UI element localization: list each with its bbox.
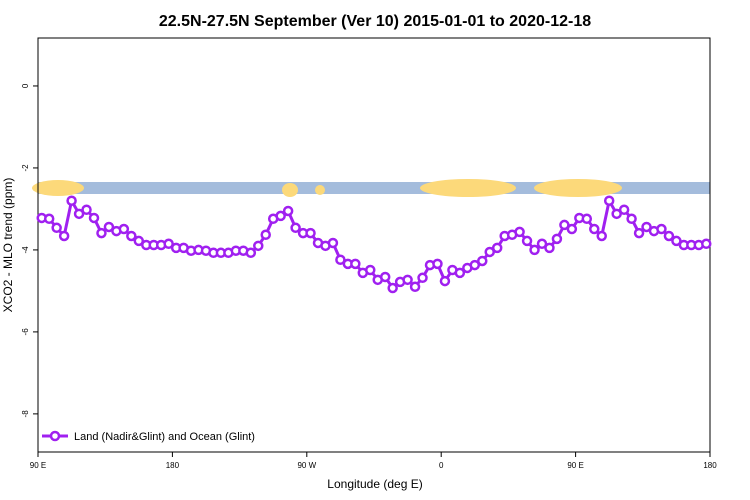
- y-tick-label: -4: [21, 246, 30, 254]
- point: [701, 238, 712, 250]
- point: [305, 227, 316, 239]
- point: [417, 272, 428, 284]
- point: [103, 221, 115, 233]
- point: [290, 222, 301, 234]
- point: [402, 274, 413, 286]
- point: [544, 242, 555, 254]
- point: [88, 212, 100, 224]
- map-strip: [32, 179, 710, 197]
- point: [581, 213, 593, 225]
- point: [51, 222, 62, 234]
- x-tick-label: 180: [703, 461, 717, 470]
- point: [282, 205, 294, 217]
- point: [387, 282, 398, 294]
- point: [611, 208, 622, 220]
- point: [350, 258, 361, 270]
- point: [603, 195, 615, 206]
- point: [432, 258, 443, 270]
- x-tick-label: 90 E: [30, 461, 46, 470]
- y-tick-label: -2: [21, 164, 30, 172]
- point: [656, 223, 667, 235]
- x-tick-label: 90 E: [567, 461, 583, 470]
- point: [439, 275, 451, 287]
- point: [275, 210, 286, 222]
- point: [589, 223, 600, 235]
- point: [633, 227, 645, 239]
- y-tick-label: 0: [21, 83, 30, 88]
- point: [618, 204, 630, 215]
- point: [559, 219, 570, 231]
- x-tick-label: 90 W: [297, 461, 316, 470]
- point: [73, 208, 85, 220]
- point: [469, 259, 481, 271]
- point: [66, 195, 77, 206]
- x-axis-label: Longitude (deg E): [327, 477, 422, 491]
- point: [663, 230, 675, 242]
- point: [335, 254, 346, 266]
- point: [477, 255, 488, 267]
- point: [671, 235, 682, 247]
- x-tick-label: 180: [166, 461, 180, 470]
- point: [118, 223, 130, 235]
- point: [596, 230, 607, 242]
- point: [58, 230, 70, 242]
- point: [133, 235, 145, 247]
- y-axis-label: XCO2 - MLO trend (ppm): [1, 178, 15, 313]
- x-tick-label: 0: [439, 461, 444, 470]
- point: [484, 246, 495, 258]
- y-tick-label: -6: [21, 328, 30, 336]
- point: [245, 247, 257, 259]
- point: [43, 213, 55, 225]
- y-tick-label: -8: [21, 410, 30, 418]
- point: [365, 264, 376, 276]
- point: [260, 229, 271, 241]
- point: [126, 230, 137, 242]
- point: [626, 213, 637, 225]
- point: [409, 281, 421, 293]
- point: [566, 223, 578, 235]
- legend: Land (Nadir&Glint) and Ocean (Glint): [42, 430, 255, 443]
- point: [514, 226, 525, 238]
- point: [536, 238, 548, 250]
- point: [551, 233, 563, 245]
- point: [81, 204, 92, 215]
- point: [379, 271, 391, 283]
- legend-label: Land (Nadir&Glint) and Ocean (Glint): [74, 431, 255, 443]
- point: [454, 267, 466, 279]
- point: [96, 227, 107, 239]
- point: [521, 235, 533, 247]
- point: [163, 238, 174, 250]
- point: [529, 244, 540, 256]
- point: [327, 237, 339, 249]
- point: [253, 240, 264, 252]
- point: [641, 221, 652, 233]
- chart-title: 22.5N-27.5N September (Ver 10) 2015-01-0…: [159, 13, 591, 30]
- point: [491, 242, 503, 254]
